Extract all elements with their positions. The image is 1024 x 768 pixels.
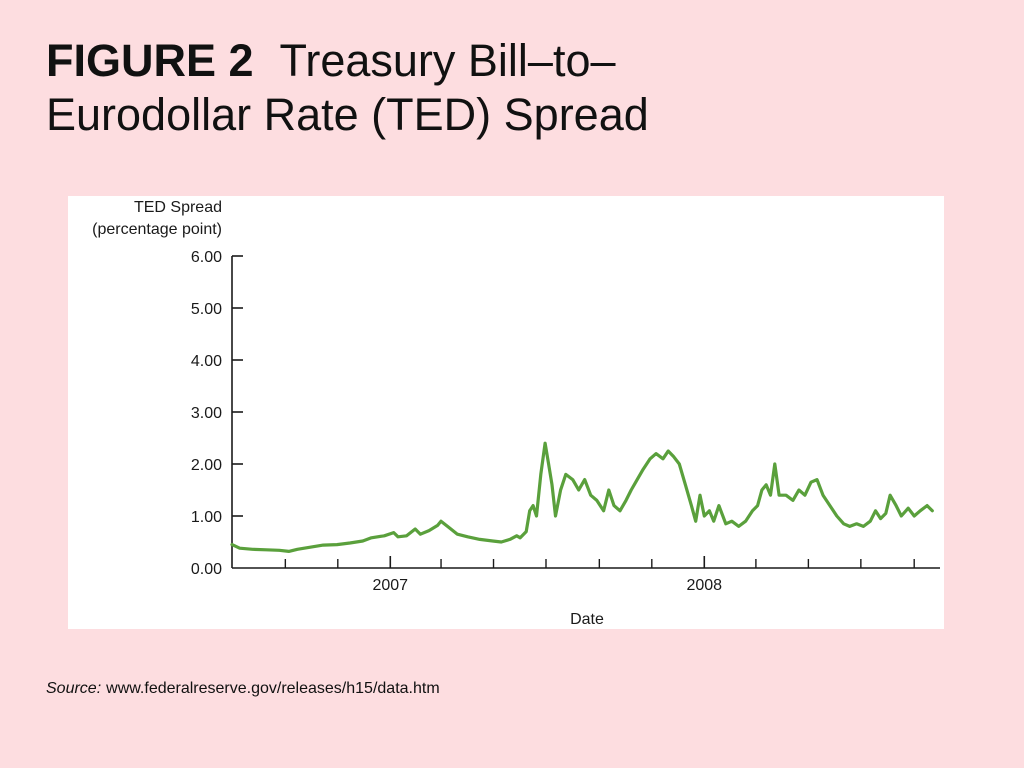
source-note: Source: www.federalreserve.gov/releases/h… xyxy=(46,680,440,698)
y-tick-label: 6.00 xyxy=(191,249,222,266)
y-tick-label: 3.00 xyxy=(191,405,222,422)
y-tick-label: 0.00 xyxy=(191,561,222,578)
x-tick-label: 2007 xyxy=(372,577,408,594)
x-axis-title: Date xyxy=(570,611,604,628)
y-tick-label: 2.00 xyxy=(191,457,222,474)
source-label: Source: xyxy=(46,680,102,697)
series-layer xyxy=(230,441,934,553)
y-axis-title-line-1: TED Spread xyxy=(134,199,222,216)
title-line-2: Eurodollar Rate (TED) Spread xyxy=(46,89,649,140)
chart-panel: TED Spread (percentage point) Date 6.00 5… xyxy=(68,196,944,629)
y-tick-label: 4.00 xyxy=(191,353,222,370)
y-tick-label: 5.00 xyxy=(191,301,222,318)
axis-layer: 6.00 5.00 4.00 3.00 2.00 1.00 0.00 2007 2008 xyxy=(191,249,940,594)
ted-spread-line xyxy=(230,441,934,553)
y-axis-title-line-2: (percentage point) xyxy=(92,221,222,238)
source-url: www.federalreserve.gov/releases/h15/data… xyxy=(106,680,440,697)
y-tick-label: 1.00 xyxy=(191,509,222,526)
title-line-1: Treasury Bill–to– xyxy=(279,35,616,86)
x-tick-label: 2008 xyxy=(686,577,722,594)
ted-spread-chart: TED Spread (percentage point) Date 6.00 5… xyxy=(92,199,940,628)
figure-label: FIGURE 2 xyxy=(46,35,254,86)
slide-title: FIGURE 2 Treasury Bill–to– Eurodollar Rat… xyxy=(46,34,649,142)
